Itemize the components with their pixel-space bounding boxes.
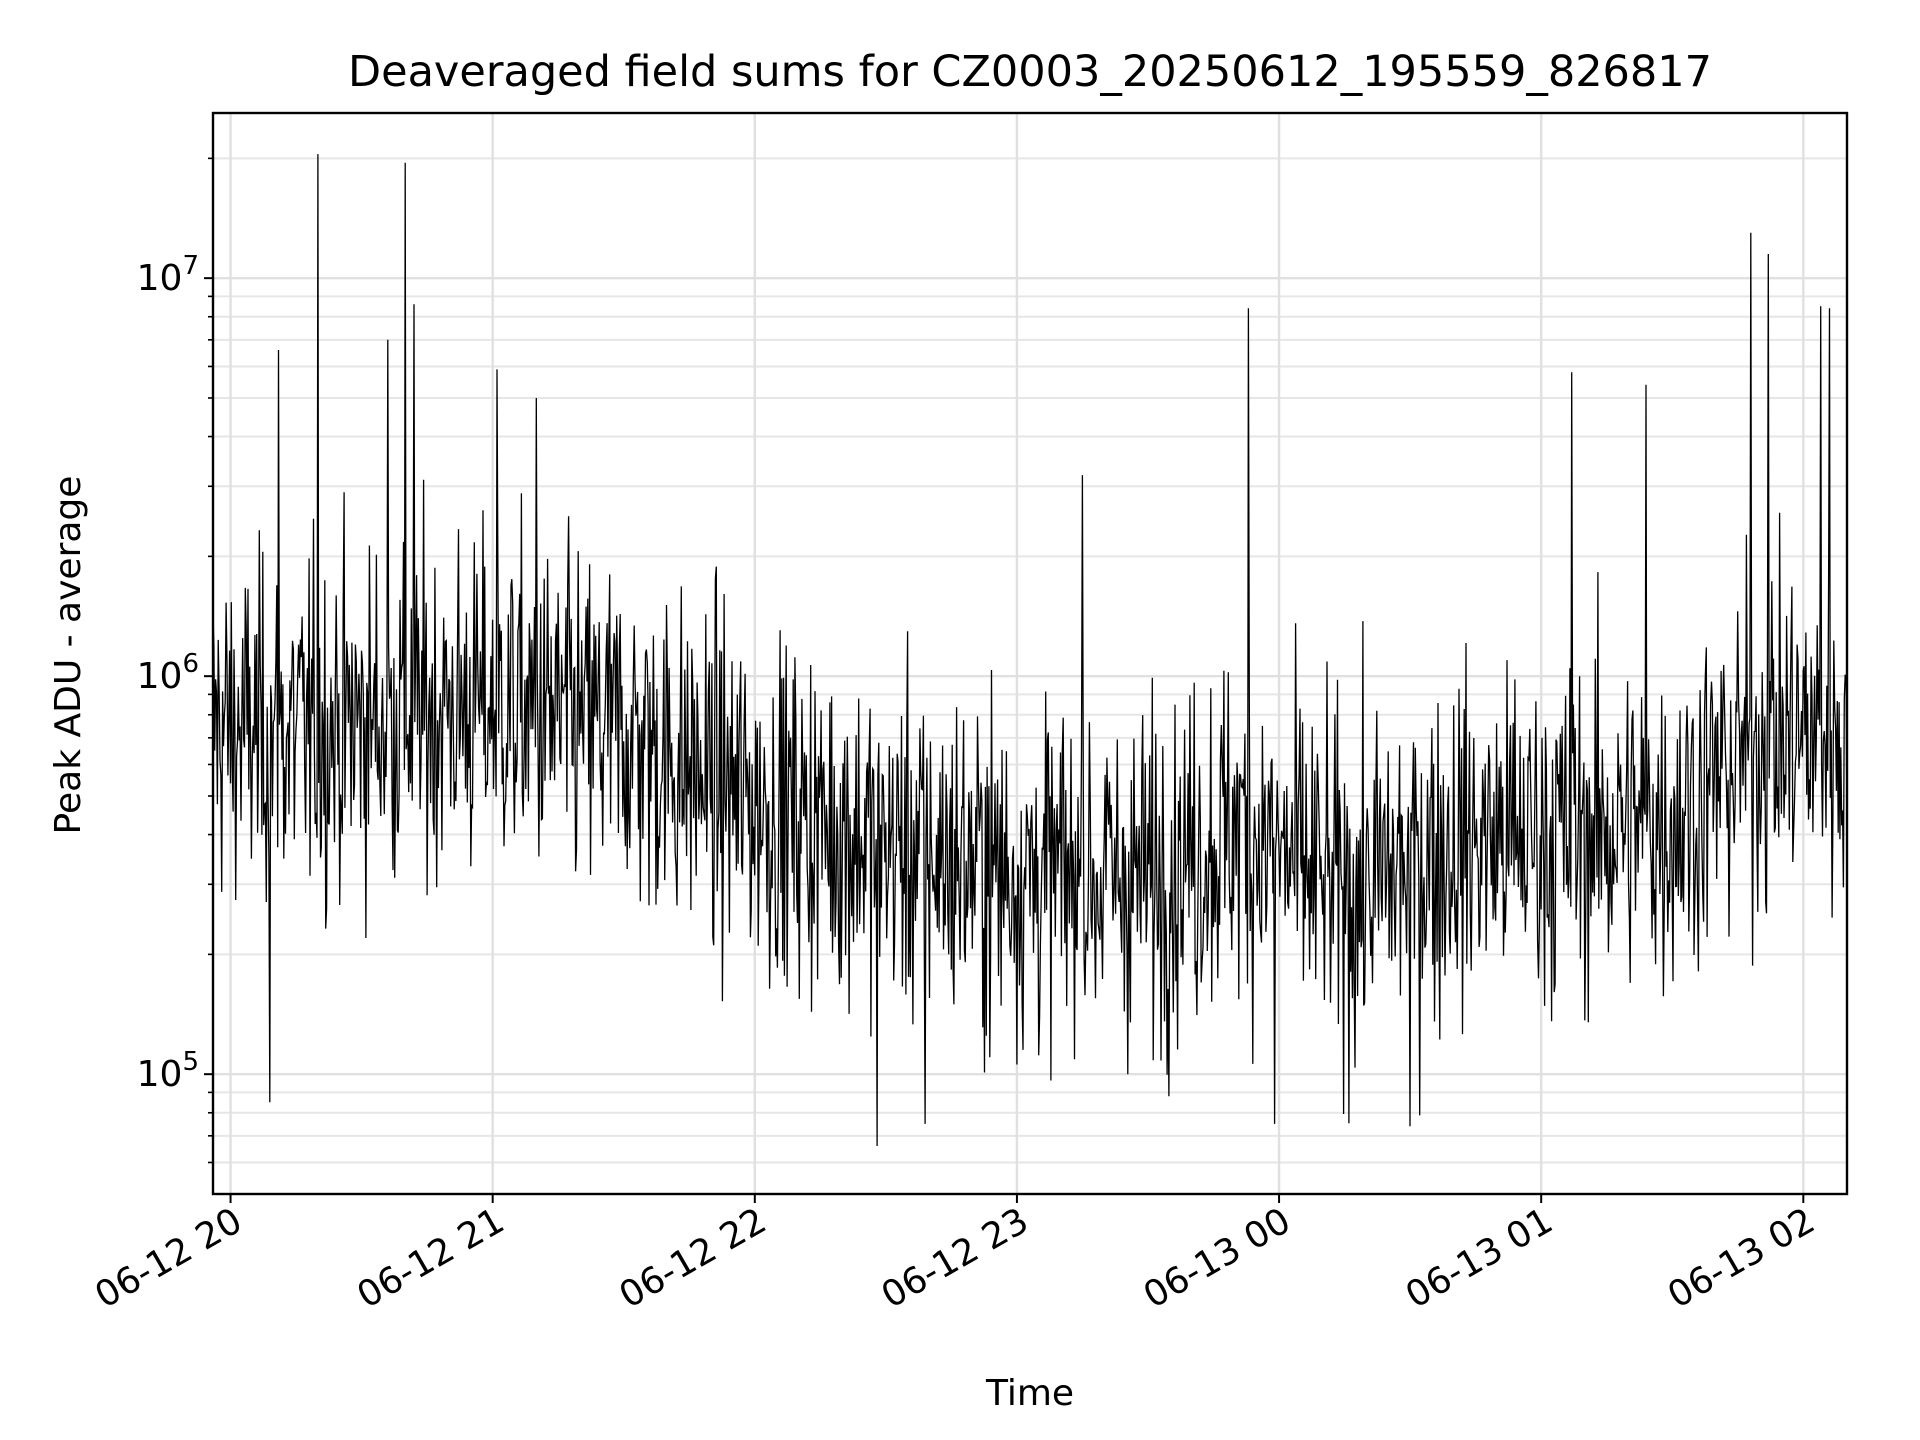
x-axis-label: Time	[985, 1373, 1074, 1414]
y-tick-label: 106	[137, 649, 199, 697]
y-tick-label: 105	[137, 1047, 199, 1095]
y-tick-label: 107	[137, 251, 199, 299]
plot-frame	[211, 111, 1849, 1196]
chart-title: Deaveraged field sums for CZ0003_2025061…	[348, 47, 1712, 97]
series-line	[212, 154, 1848, 1147]
series-group	[212, 154, 1848, 1147]
y-axis-label: Peak ADU - average	[48, 476, 89, 835]
